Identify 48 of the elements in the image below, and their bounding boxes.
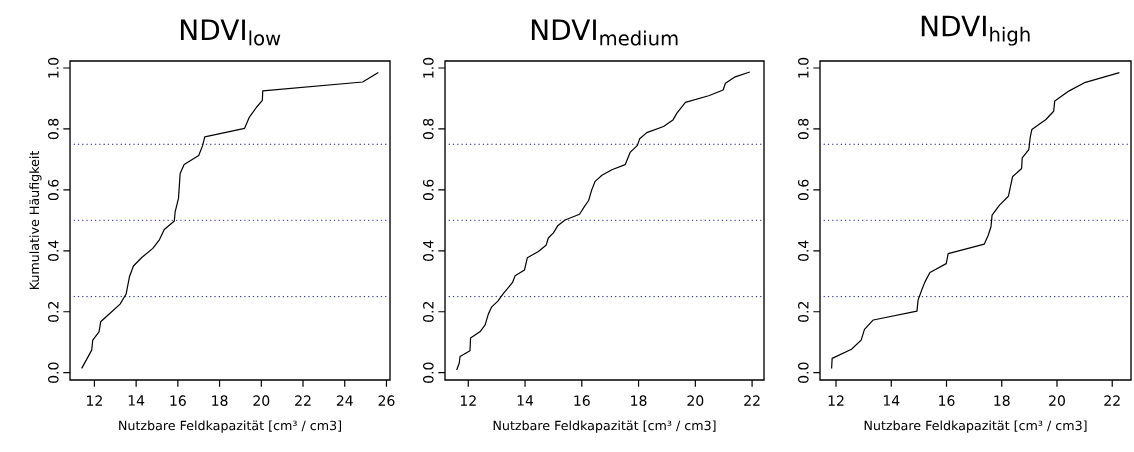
chart-title: NDVI$_{high}$: [921, 15, 1030, 46]
y-tick-label: 0.0: [423, 362, 434, 383]
x-tick-label: 26: [378, 395, 395, 406]
x-tick-label: 20: [687, 395, 704, 406]
y-tick-label: 1.0: [48, 57, 59, 78]
y-tick-label: 0.2: [798, 302, 809, 322]
x-tick-label: 22: [744, 395, 760, 406]
x-tick-label: 22: [295, 395, 311, 406]
x-tick-label: 16: [939, 395, 955, 406]
x-tick-label: 16: [170, 395, 186, 406]
x-tick-label: 12: [87, 395, 102, 406]
y-tick-label: 1.0: [423, 57, 434, 78]
y-tick-label: 0.0: [798, 362, 809, 383]
x-tick-label: 14: [883, 395, 900, 406]
x-axis-title: Nutzbare Feldkapazität [cm³ / cm3]: [119, 420, 341, 433]
y-tick-label: 0.2: [423, 302, 434, 322]
y-tick-label: 0.8: [798, 118, 809, 140]
y-tick-label: 1.0: [798, 57, 809, 78]
y-tick-label: 0.6: [423, 179, 434, 201]
x-axis-title: Nutzbare Feldkapazität [cm³ / cm3]: [493, 420, 716, 433]
y-tick-label: 0.2: [48, 302, 59, 322]
y-tick-label: 0.0: [48, 362, 59, 383]
x-tick-label: 14: [517, 395, 534, 406]
line-series: [456, 71, 751, 371]
line-series: [831, 71, 1120, 370]
y-tick-label: 0.4: [423, 240, 434, 262]
x-tick-label: 16: [574, 395, 590, 406]
line-series: [81, 71, 379, 370]
x-tick-label: 18: [631, 395, 647, 406]
x-tick-label: 18: [212, 395, 228, 406]
chart-title: NDVI$_{medium}$: [531, 19, 678, 46]
x-tick-label: 22: [1104, 395, 1120, 406]
x-tick-label: 12: [460, 395, 476, 406]
chart-title: NDVI$_{low}$: [180, 19, 281, 46]
x-axis-title: Nutzbare Feldkapazität [cm³ / cm3]: [864, 420, 1087, 433]
x-tick-label: 20: [253, 395, 270, 406]
x-tick-label: 12: [828, 395, 844, 406]
y-tick-label: 0.4: [798, 240, 809, 262]
x-tick-label: 24: [336, 395, 353, 406]
y-tick-label: 0.8: [48, 118, 59, 140]
x-tick-label: 14: [128, 395, 145, 406]
y-tick-label: 0.8: [423, 118, 434, 140]
y-tick-label: 0.4: [48, 240, 59, 262]
x-tick-label: 20: [1049, 395, 1065, 406]
y-axis-title: Kumulative Häufigkeit: [29, 150, 42, 290]
y-tick-label: 0.6: [48, 179, 59, 201]
y-tick-label: 0.6: [798, 179, 809, 201]
x-tick-label: 18: [994, 395, 1010, 406]
